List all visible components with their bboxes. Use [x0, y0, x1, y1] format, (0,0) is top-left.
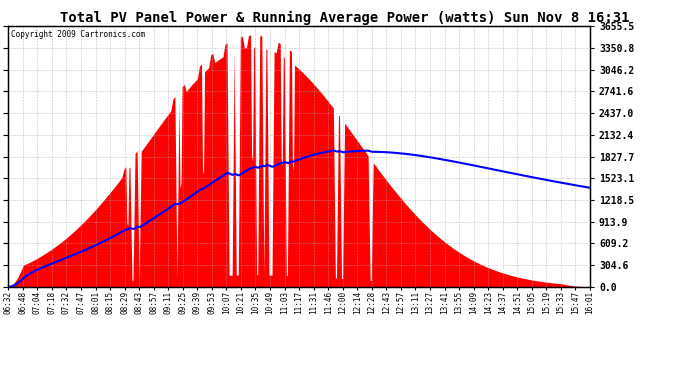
Text: Total PV Panel Power & Running Average Power (watts) Sun Nov 8 16:31: Total PV Panel Power & Running Average P… [60, 11, 630, 26]
Text: Copyright 2009 Cartronics.com: Copyright 2009 Cartronics.com [11, 30, 146, 39]
